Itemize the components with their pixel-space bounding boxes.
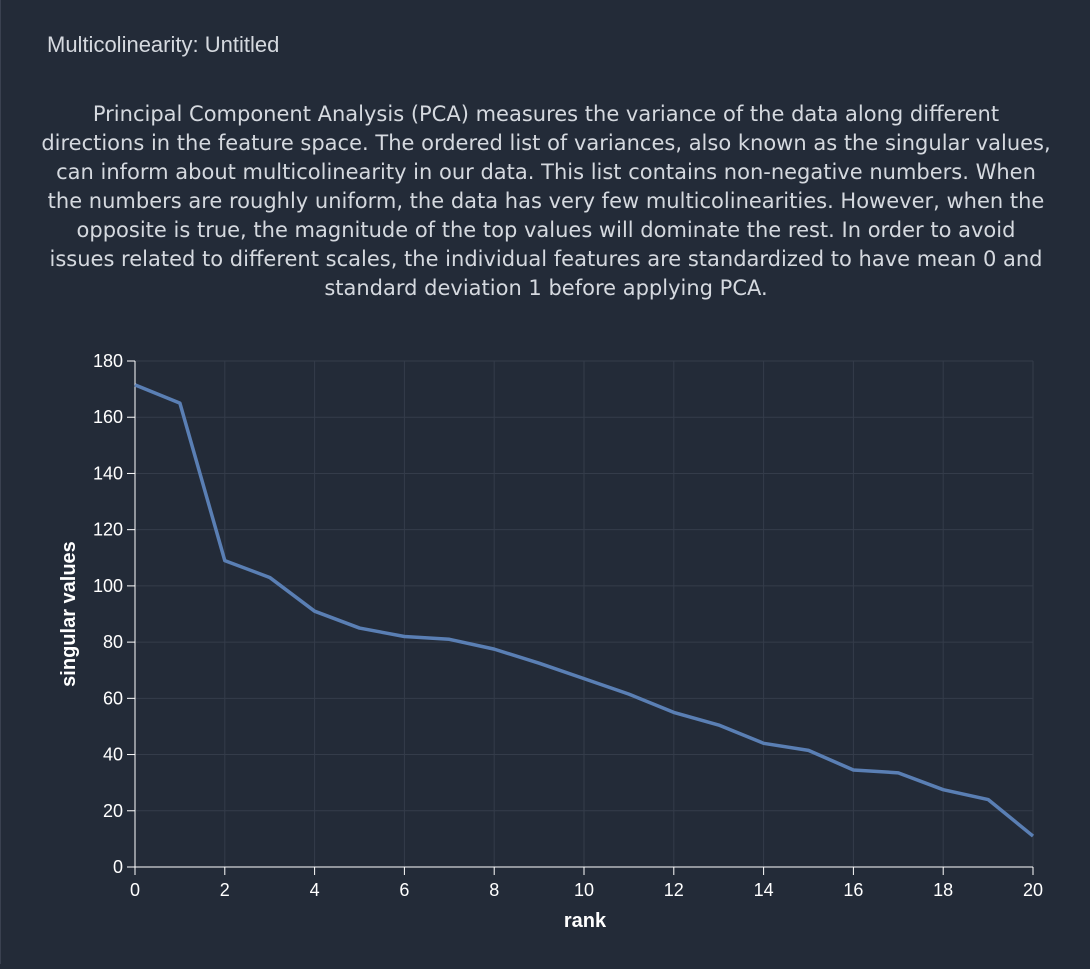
x-tick-label: 8 <box>489 880 499 900</box>
y-tick-label: 180 <box>93 351 123 371</box>
x-tick-label: 14 <box>754 880 774 900</box>
x-tick-label: 0 <box>130 880 140 900</box>
y-tick-label: 80 <box>103 632 123 652</box>
x-tick-label: 2 <box>220 880 230 900</box>
chart-grid <box>134 360 1034 868</box>
x-tick-label: 16 <box>843 880 863 900</box>
y-tick-label: 100 <box>93 576 123 596</box>
chart-container: 0 20 40 60 80 100 120 140 160 180 0 2 4 6 8 10 12 14 16 18 2… <box>1 340 1090 964</box>
x-axis-label: rank <box>564 910 607 932</box>
y-tick-label: 160 <box>93 407 123 427</box>
y-tick-label: 60 <box>103 688 123 708</box>
singular-values-line <box>134 383 1035 838</box>
y-tick-label: 40 <box>103 745 123 765</box>
singular-values-chart: 0 20 40 60 80 100 120 140 160 180 0 2 4 6 8 10 12 14 16 18 2… <box>58 351 1043 932</box>
x-tick-label: 4 <box>310 880 320 900</box>
x-tick-label: 6 <box>399 880 409 900</box>
x-tick-label: 10 <box>574 880 594 900</box>
y-axis-label: singular values <box>58 541 80 687</box>
y-tick-label: 120 <box>93 520 123 540</box>
x-tick-label: 20 <box>1023 880 1043 900</box>
panel-description: Principal Component Analysis (PCA) measu… <box>41 102 1051 300</box>
chart-axes: 0 20 40 60 80 100 120 140 160 180 0 2 4 6 8 10 12 14 16 18 2… <box>93 351 1043 900</box>
y-tick-label: 0 <box>113 857 123 877</box>
panel-title: Multicolinearity: Untitled <box>47 32 280 57</box>
x-tick-label: 18 <box>933 880 953 900</box>
y-tick-label: 20 <box>103 801 123 821</box>
x-tick-label: 12 <box>664 880 684 900</box>
y-tick-label: 140 <box>93 463 123 483</box>
chart-series <box>134 383 1035 838</box>
